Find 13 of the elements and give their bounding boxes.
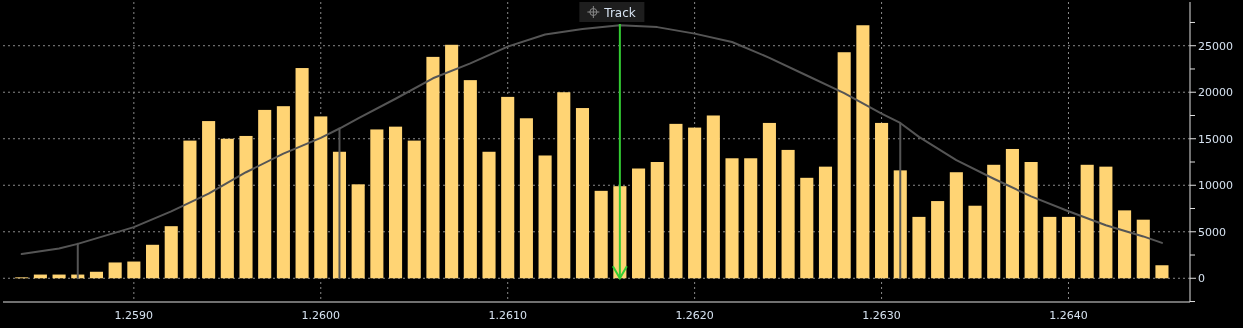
x-tick-label: 1.2620	[675, 309, 714, 322]
y-tick-label: 5000	[1198, 225, 1226, 239]
x-tick-label: 1.2590	[114, 309, 154, 322]
y-tick-label: 20000	[1198, 86, 1233, 100]
y-tick-label: 25000	[1198, 39, 1233, 53]
y-tick-label: 0	[1198, 272, 1205, 286]
x-tick-label: 1.2610	[488, 309, 527, 322]
x-tick-label: 1.2630	[862, 309, 901, 322]
ref-line-label: Track	[603, 5, 636, 20]
y-tick-label: 10000	[1198, 179, 1233, 193]
y-tick-label: 15000	[1198, 132, 1233, 146]
x-tick-label: 1.2600	[301, 309, 341, 322]
x-tick-label: 1.2640	[1049, 309, 1088, 322]
